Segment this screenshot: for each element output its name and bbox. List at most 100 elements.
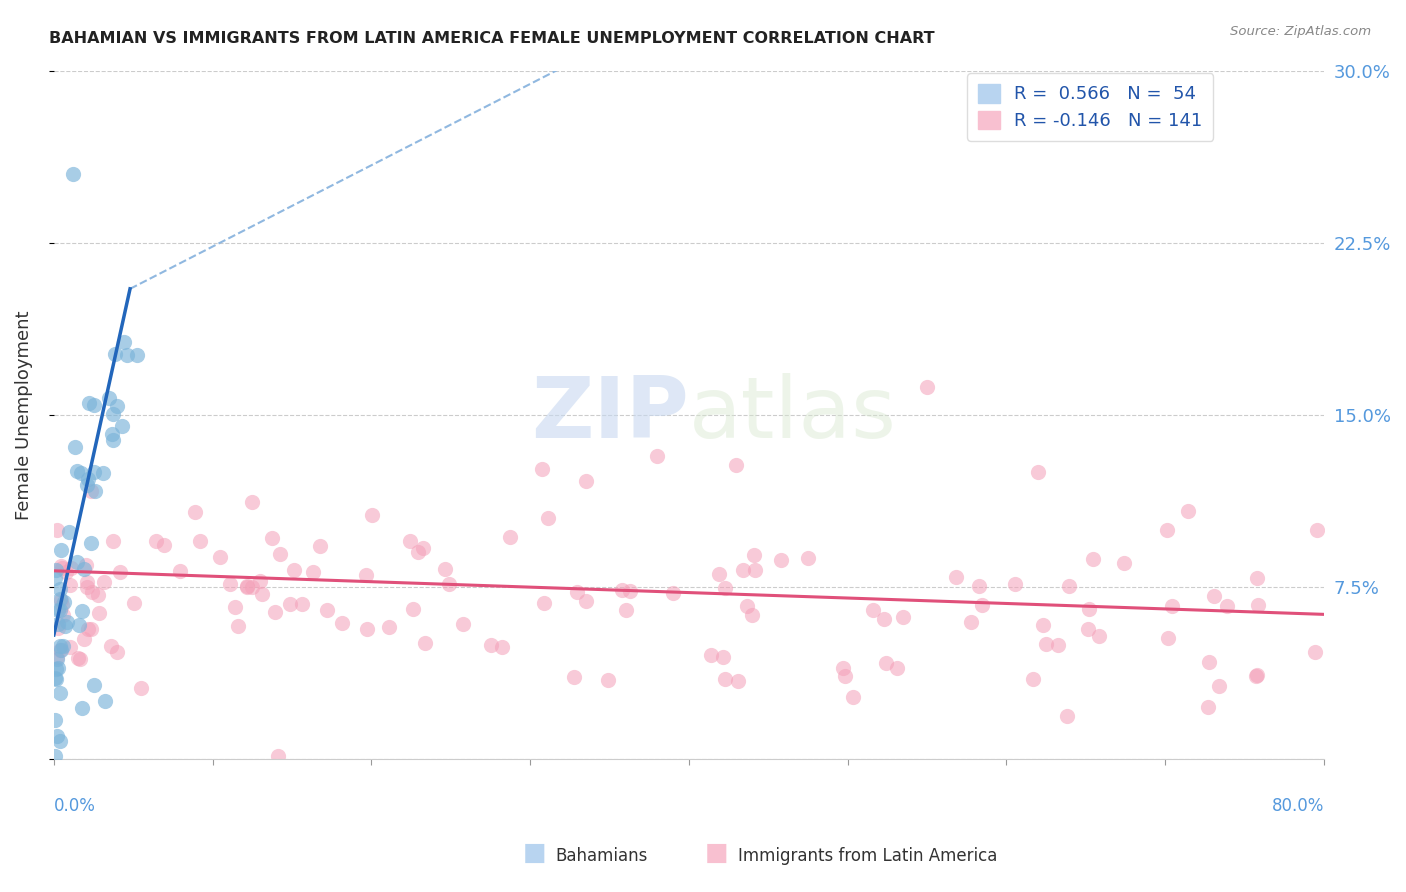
Point [1046, 639, 1069, 653]
Point [567, 585, 589, 599]
Point [101, 533, 124, 548]
Point [645, 449, 668, 463]
Point [378, 620, 401, 634]
Text: Immigrants from Latin America: Immigrants from Latin America [738, 847, 997, 865]
Point [53, 618, 76, 632]
Point [886, 661, 908, 675]
Text: Source: ZipAtlas.com: Source: ZipAtlas.com [1230, 25, 1371, 38]
Point [235, 580, 257, 594]
Point [72, 701, 94, 715]
Point [402, 601, 425, 615]
Point [122, 596, 145, 610]
Point [115, 348, 138, 362]
Point [112, 334, 135, 349]
Point [240, 495, 263, 509]
Point [356, 622, 378, 636]
Point [83, 398, 105, 412]
Point [575, 594, 598, 608]
Point [960, 615, 983, 630]
Point [76, 580, 98, 594]
Point [915, 380, 938, 394]
Point [1177, 504, 1199, 518]
Point [1026, 465, 1049, 479]
Point [104, 346, 127, 360]
Point [969, 579, 991, 593]
Point [48, 686, 70, 700]
Point [1208, 679, 1230, 693]
Point [531, 462, 554, 476]
Point [1161, 599, 1184, 613]
Point [834, 669, 856, 683]
Point [406, 545, 429, 559]
Point [44, 749, 66, 764]
Text: BAHAMIAN VS IMMIGRANTS FROM LATIN AMERICA FEMALE UNEMPLOYMENT CORRELATION CHART: BAHAMIAN VS IMMIGRANTS FROM LATIN AMERIC… [49, 31, 935, 46]
Point [537, 511, 560, 525]
Point [499, 530, 522, 544]
Point [1004, 577, 1026, 591]
Point [727, 674, 749, 689]
Point [413, 636, 436, 650]
Point [91, 466, 114, 480]
Point [93, 574, 115, 589]
Point [76, 575, 98, 590]
Point [77, 396, 100, 410]
Point [72, 604, 94, 618]
Point [49, 603, 72, 617]
Point [83, 465, 105, 479]
Point [184, 505, 207, 519]
Point [129, 681, 152, 696]
Point [700, 648, 723, 663]
Point [291, 597, 314, 611]
Text: ZIP: ZIP [531, 374, 689, 457]
Point [1244, 669, 1267, 683]
Point [412, 541, 434, 556]
Point [707, 567, 730, 582]
Point [598, 673, 620, 688]
Point [46, 652, 69, 666]
Point [562, 670, 585, 684]
Point [45, 564, 67, 578]
Point [714, 672, 737, 686]
Point [972, 598, 994, 612]
Point [105, 645, 128, 659]
Text: ■: ■ [706, 841, 728, 865]
Point [1305, 524, 1327, 538]
Point [83, 678, 105, 692]
Point [46, 622, 69, 636]
Point [1198, 655, 1220, 669]
Point [218, 576, 240, 591]
Point [44, 671, 66, 685]
Point [1022, 672, 1045, 686]
Point [49, 559, 72, 574]
Point [101, 427, 124, 442]
Point [945, 569, 967, 583]
Point [619, 584, 641, 599]
Point [1077, 623, 1099, 637]
Point [742, 548, 765, 562]
Point [80, 536, 103, 550]
Text: 80.0%: 80.0% [1271, 797, 1324, 814]
Point [209, 549, 232, 564]
Point [481, 638, 503, 652]
Point [1197, 700, 1219, 714]
Point [1112, 557, 1135, 571]
Point [87, 607, 110, 621]
Point [283, 563, 305, 577]
Point [433, 562, 456, 576]
Point [87, 588, 110, 602]
Point [63, 440, 86, 454]
Point [77, 472, 100, 486]
Point [77, 622, 100, 636]
Point [398, 533, 420, 548]
Point [361, 508, 384, 523]
Point [49, 643, 72, 657]
Point [73, 562, 96, 576]
Point [49, 582, 72, 596]
Point [46, 603, 69, 617]
Point [741, 608, 763, 623]
Point [60, 561, 83, 575]
Y-axis label: Female Unemployment: Female Unemployment [15, 310, 32, 520]
Point [260, 531, 283, 545]
Point [1081, 552, 1104, 566]
Point [1077, 602, 1099, 616]
